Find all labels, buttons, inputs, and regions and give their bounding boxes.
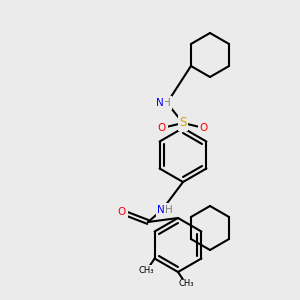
- Text: CH₃: CH₃: [139, 266, 154, 275]
- Text: N: N: [157, 205, 165, 215]
- Text: O: O: [118, 207, 126, 217]
- Text: H: H: [163, 98, 171, 108]
- Text: N: N: [156, 98, 164, 108]
- Text: O: O: [200, 123, 208, 133]
- Text: H: H: [165, 205, 173, 215]
- Text: CH₃: CH₃: [178, 280, 194, 289]
- Text: S: S: [179, 116, 187, 130]
- Text: O: O: [158, 123, 166, 133]
